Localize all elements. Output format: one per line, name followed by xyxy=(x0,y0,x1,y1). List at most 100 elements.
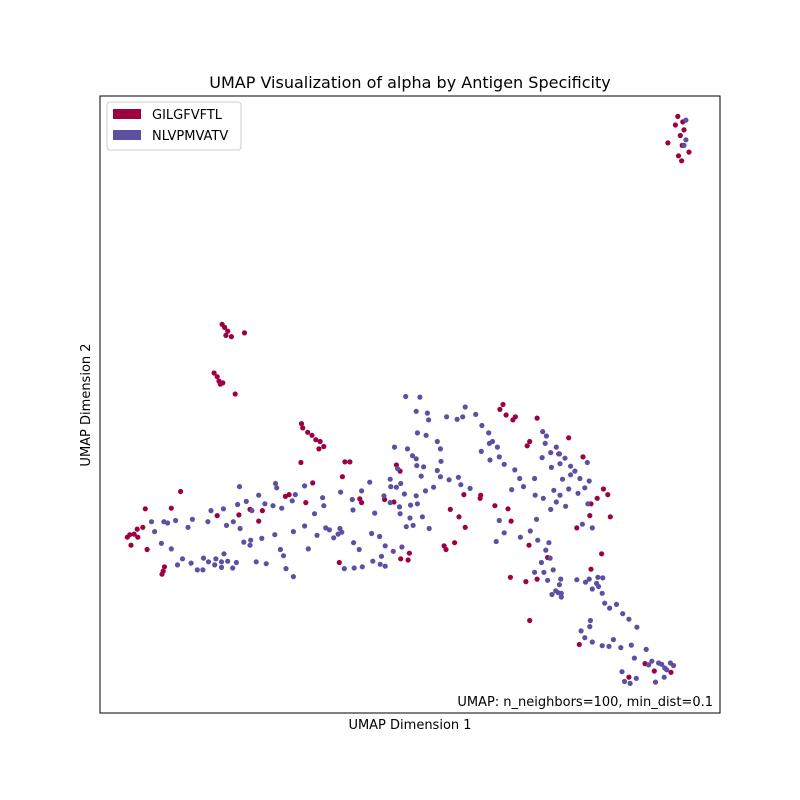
data-point xyxy=(321,443,327,450)
data-point xyxy=(409,453,416,459)
data-point xyxy=(421,464,427,470)
data-point xyxy=(398,480,404,487)
data-point xyxy=(659,661,665,667)
data-point xyxy=(218,564,225,571)
data-point xyxy=(473,411,479,417)
data-point xyxy=(620,611,626,617)
data-point xyxy=(331,535,337,541)
data-point xyxy=(228,334,234,340)
data-point xyxy=(403,393,409,400)
data-point xyxy=(665,140,671,146)
data-point xyxy=(174,562,181,568)
chart-title: UMAP Visualization of alpha by Antigen S… xyxy=(209,73,611,92)
data-point xyxy=(423,432,429,438)
data-point xyxy=(460,414,466,420)
data-point xyxy=(398,556,404,562)
data-point xyxy=(607,514,613,520)
data-point xyxy=(303,500,309,506)
data-point xyxy=(342,459,348,465)
data-point xyxy=(580,454,586,460)
data-point xyxy=(455,474,461,480)
data-point xyxy=(533,516,540,522)
data-point xyxy=(594,495,600,501)
data-point xyxy=(300,425,306,431)
data-point xyxy=(579,521,586,527)
data-point xyxy=(492,503,498,509)
data-point xyxy=(408,502,414,508)
data-point xyxy=(387,476,393,482)
data-point xyxy=(556,582,563,588)
data-point xyxy=(311,511,318,517)
data-point xyxy=(634,624,640,630)
data-point xyxy=(566,435,572,441)
data-point xyxy=(168,546,174,552)
data-point xyxy=(649,658,655,664)
data-point xyxy=(627,680,633,687)
data-point xyxy=(256,492,262,498)
data-point xyxy=(351,565,357,571)
data-point xyxy=(585,501,591,507)
data-point xyxy=(524,443,530,449)
data-point xyxy=(503,412,509,418)
data-point xyxy=(558,594,564,600)
data-point xyxy=(369,530,375,537)
data-point xyxy=(220,506,226,512)
data-point xyxy=(651,668,657,674)
data-point xyxy=(217,381,223,387)
data-point xyxy=(509,487,515,493)
data-point xyxy=(298,421,305,427)
data-point xyxy=(461,492,467,498)
data-point xyxy=(541,569,547,575)
data-point xyxy=(572,468,578,474)
data-point xyxy=(672,122,679,128)
data-point xyxy=(527,617,533,624)
data-point xyxy=(452,540,458,546)
series-gilgfvftl xyxy=(124,113,692,680)
series-nlvpmvatv xyxy=(148,117,689,687)
data-point xyxy=(161,564,168,570)
data-point xyxy=(670,662,677,669)
data-point xyxy=(390,548,396,554)
data-point xyxy=(613,601,620,608)
data-point xyxy=(599,551,605,557)
data-point xyxy=(568,472,574,478)
data-point xyxy=(456,514,462,520)
data-point xyxy=(631,655,638,661)
data-point xyxy=(487,457,493,463)
data-point xyxy=(477,495,483,501)
data-point xyxy=(566,486,572,492)
data-point xyxy=(158,540,164,546)
data-point xyxy=(232,391,238,397)
data-point xyxy=(568,463,574,469)
data-point xyxy=(140,524,146,530)
data-point xyxy=(444,414,450,420)
data-point xyxy=(494,444,500,450)
data-point xyxy=(606,643,612,650)
data-point xyxy=(683,117,689,123)
data-point xyxy=(413,408,419,414)
data-point xyxy=(310,480,316,486)
data-point xyxy=(350,507,356,513)
data-point xyxy=(205,559,212,565)
data-point xyxy=(347,459,353,465)
data-point xyxy=(589,586,595,592)
data-point xyxy=(505,506,511,512)
data-point xyxy=(259,508,265,514)
data-point xyxy=(148,519,155,525)
data-point xyxy=(142,506,148,512)
data-point xyxy=(305,546,311,552)
data-point xyxy=(395,466,401,472)
data-point xyxy=(551,487,557,493)
data-point xyxy=(309,432,315,438)
data-point xyxy=(419,514,425,520)
data-point xyxy=(144,546,150,553)
data-point xyxy=(507,574,513,580)
data-point xyxy=(587,617,594,624)
data-point xyxy=(279,505,285,511)
data-point xyxy=(194,567,200,573)
data-point xyxy=(679,158,685,164)
data-point xyxy=(621,678,628,685)
data-point xyxy=(628,642,634,648)
data-point xyxy=(559,476,566,482)
plot-frame xyxy=(99,95,721,714)
